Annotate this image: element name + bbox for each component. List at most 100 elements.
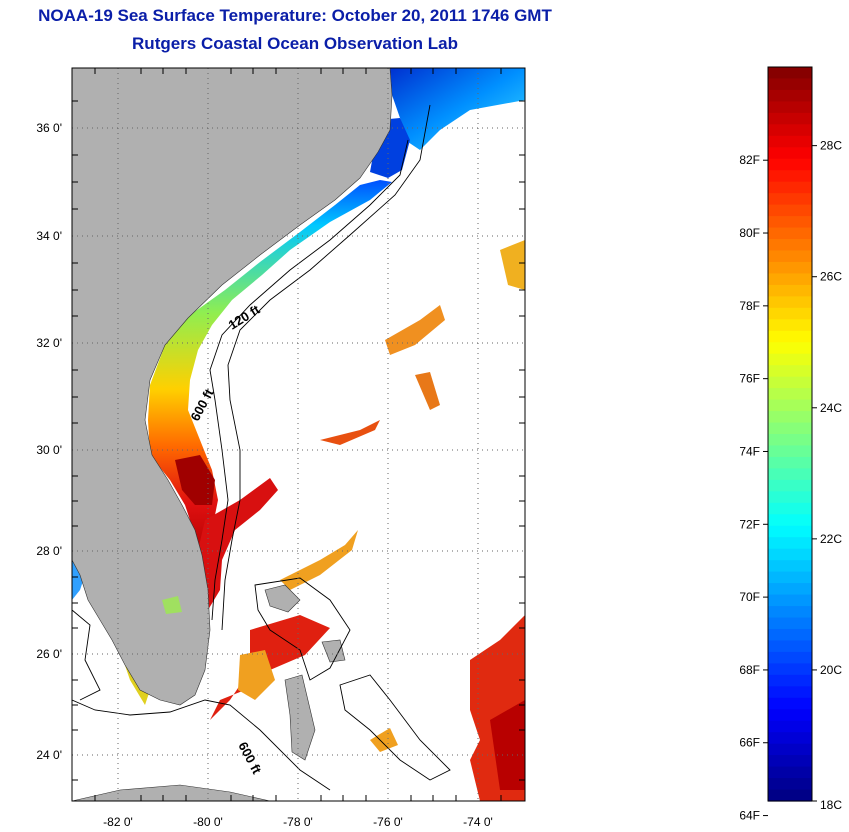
- colorbar-band: [768, 411, 812, 424]
- colorbar-f-label: 70F: [739, 590, 760, 604]
- lat-label-28: 28 0': [36, 544, 62, 558]
- colorbar-f-label: 74F: [739, 444, 760, 458]
- map-title: NOAA-19 Sea Surface Temperature: October…: [38, 6, 552, 25]
- land-bahamas-3: [284, 674, 316, 761]
- colorbar-band: [768, 284, 812, 297]
- colorbar-band: [768, 674, 812, 687]
- contour-keys: [72, 699, 331, 791]
- colorbar-band: [768, 663, 812, 676]
- sst-patch-north: [390, 68, 525, 150]
- colorbar-band: [768, 479, 812, 492]
- colorbar-band: [768, 89, 812, 103]
- colorbar-band: [768, 158, 812, 171]
- colorbar-c-label: 28C: [820, 139, 842, 153]
- colorbar-band: [768, 204, 812, 217]
- colorbar-f-label: 76F: [739, 372, 760, 386]
- colorbar-band: [768, 124, 812, 137]
- colorbar-band: [768, 147, 812, 160]
- colorbar-band: [768, 388, 812, 401]
- colorbar-band: [768, 651, 812, 664]
- colorbar-f-label: 78F: [739, 299, 760, 313]
- sst-streak-2: [415, 372, 440, 410]
- colorbar-band: [768, 170, 812, 183]
- colorbar-band: [768, 720, 812, 733]
- sst-streak-4: [500, 240, 525, 290]
- lat-label-30: 30 0': [36, 443, 62, 457]
- colorbar-band: [768, 434, 812, 447]
- colorbar-band: [768, 193, 812, 206]
- sst-streak-3: [280, 530, 358, 590]
- land-cuba: [72, 784, 271, 801]
- map-minor-ticks: [72, 68, 525, 801]
- colorbar-band: [768, 468, 812, 481]
- colorbar-band: [768, 525, 812, 538]
- colorbar-band: [768, 560, 812, 573]
- colorbar-band: [768, 606, 812, 619]
- colorbar-band: [768, 617, 812, 630]
- colorbar-band: [768, 697, 812, 710]
- colorbar-band: [768, 181, 812, 194]
- colorbar-band: [768, 353, 812, 366]
- sst-streak-6: [370, 728, 398, 752]
- colorbar-band: [768, 376, 812, 389]
- contour-gulf: [72, 609, 101, 701]
- colorbar-f-label: 72F: [739, 517, 760, 531]
- colorbar-band: [768, 112, 812, 125]
- sst-streak-5: [320, 420, 380, 445]
- lat-label-36: 36 0': [36, 121, 62, 135]
- colorbar-band: [768, 250, 812, 263]
- colorbar-band: [768, 766, 812, 779]
- colorbar-bands: [768, 67, 812, 802]
- colorbar-band: [768, 78, 812, 91]
- colorbar-band: [768, 537, 812, 550]
- colorbar-band: [768, 239, 812, 252]
- contour-bahamas-2: [339, 674, 451, 781]
- colorbar-band: [768, 135, 812, 148]
- colorbar-c-label: 18C: [820, 798, 842, 812]
- colorbar-band: [768, 628, 812, 642]
- colorbar-band: [768, 755, 812, 768]
- colorbar-band: [768, 319, 812, 332]
- colorbar-c-label: 22C: [820, 532, 842, 546]
- map-grid: [72, 68, 525, 801]
- colorbar-band: [768, 456, 812, 470]
- colorbar: 82F 80F 78F 76F 74F 72F 70F 68F 66F 64F 28C 26C 24C…: [739, 66, 842, 823]
- land-bahamas-1: [264, 584, 301, 613]
- colorbar-band: [768, 227, 812, 240]
- colorbar-band: [768, 640, 812, 653]
- colorbar-band: [768, 686, 812, 699]
- map-subtitle: Rutgers Coastal Ocean Observation Lab: [132, 34, 458, 53]
- colorbar-c-label: 20C: [820, 663, 842, 677]
- colorbar-f-label: 80F: [739, 226, 760, 240]
- sst-patch-florida-red: [198, 478, 278, 610]
- lat-label-26: 26 0': [36, 647, 62, 661]
- colorbar-band: [768, 571, 812, 584]
- colorbar-band: [768, 732, 812, 745]
- sst-patch-coastal-band: [148, 180, 392, 560]
- lon-label-80: -80 0': [193, 815, 223, 829]
- lon-label-78: -78 0': [283, 815, 313, 829]
- sst-patch-florida-dark: [175, 455, 215, 505]
- colorbar-band: [768, 365, 812, 378]
- colorbar-frame: [767, 66, 813, 802]
- lon-label-82: -82 0': [103, 815, 133, 829]
- colorbar-band: [768, 296, 812, 309]
- colorbar-band: [768, 778, 812, 791]
- sst-patch-bahamas-orange: [238, 650, 275, 700]
- lon-label-74: -74 0': [463, 815, 493, 829]
- contour-600ft: [221, 104, 431, 631]
- colorbar-band: [768, 583, 812, 596]
- lat-label-34: 34 0': [36, 229, 62, 243]
- longitude-labels: -82 0' -80 0' -78 0' -76 0' -74 0': [103, 815, 493, 829]
- colorbar-band: [768, 709, 812, 722]
- colorbar-band: [768, 514, 812, 527]
- lake-okeechobee: [162, 596, 182, 614]
- colorbar-band: [768, 342, 812, 355]
- colorbar-band: [768, 216, 812, 229]
- colorbar-band: [768, 307, 812, 320]
- land-bahamas-2: [321, 639, 346, 663]
- colorbar-band: [768, 491, 812, 504]
- colorbar-band: [768, 422, 812, 435]
- colorbar-band: [768, 67, 812, 80]
